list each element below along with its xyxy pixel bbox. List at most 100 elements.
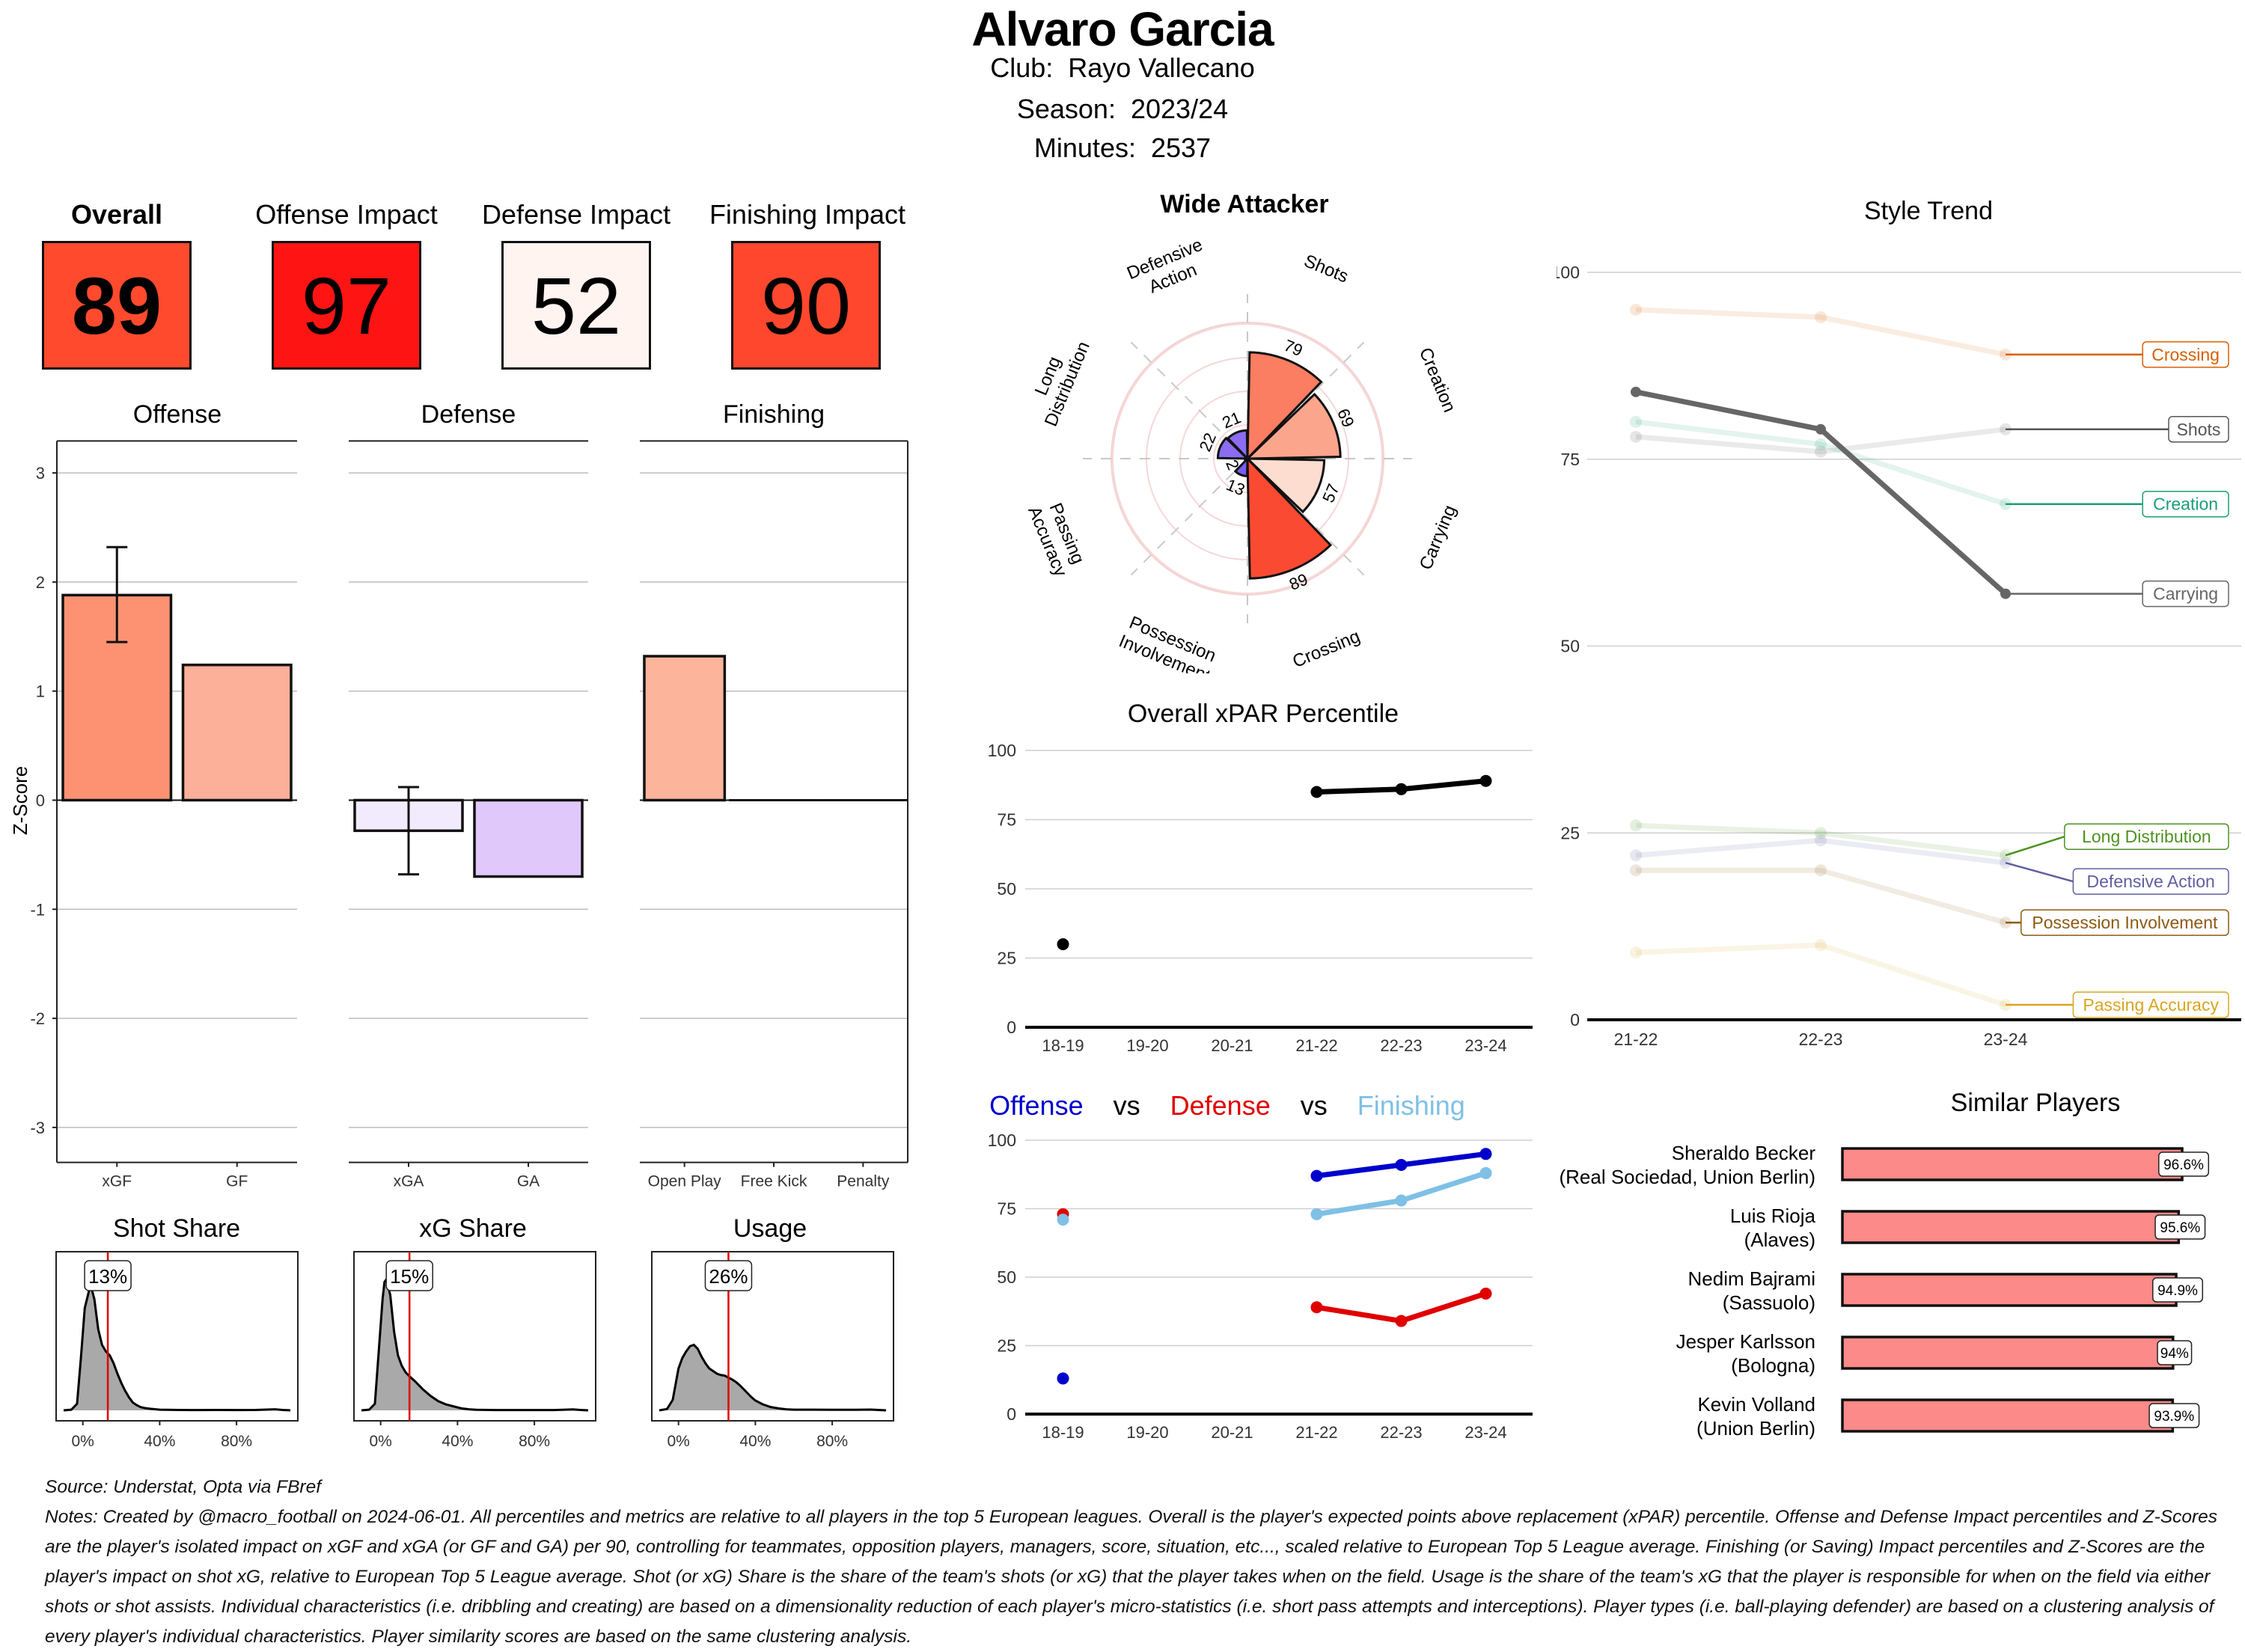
- polar-category-label-line: Shots: [1301, 251, 1351, 287]
- series-line: [1316, 1170, 1487, 1217]
- series-label: Defensive Action: [2087, 872, 2215, 891]
- wide-attacker-polar-chart: Wide Attacker 79Shots69Creation57Carryin…: [1021, 190, 1460, 673]
- footer: Source: Understat, Opta via FBref Notes:…: [45, 1472, 2238, 1652]
- series-finishing: [1057, 1166, 1492, 1226]
- kpi-defense-impact-label: Defense Impact: [481, 199, 671, 230]
- series-possession-involvement: Possession Involvement: [1630, 864, 2229, 936]
- odf-title-defense: Defense: [1170, 1090, 1271, 1121]
- similarity-value-badge: [2152, 1277, 2204, 1303]
- bar-ga: [473, 798, 584, 878]
- polar-spoke: [1130, 458, 1248, 576]
- y-tick-label: 25: [997, 1336, 1016, 1356]
- series-defensive-action: Defensive Action: [1630, 834, 2229, 895]
- kpi-defense-impact-value: 52: [501, 241, 651, 370]
- y-tick-label: 50: [997, 879, 1016, 899]
- odf-title-finishing: Finishing: [1357, 1090, 1465, 1121]
- odf-title-offense: Offense: [989, 1090, 1083, 1121]
- similar-player-club: (Sassuolo): [1723, 1291, 1815, 1314]
- style-trend-title: Style Trend: [1864, 197, 1993, 225]
- series-label: Carrying: [2153, 584, 2218, 604]
- polar-title: Wide Attacker: [1160, 190, 1328, 218]
- series-label-box: [2064, 823, 2229, 850]
- x-tick-label: 19-20: [1126, 1036, 1168, 1055]
- data-point: [1815, 939, 1827, 952]
- x-tick-label: 20-21: [1211, 1036, 1253, 1055]
- panel-border: [651, 1251, 894, 1422]
- data-point: [1630, 430, 1642, 443]
- data-point: [1057, 1372, 1069, 1385]
- kpi-finishing-impact-label: Finishing Impact: [709, 199, 906, 230]
- zscore-panel-offense: 3 2 1 0 -1 -2 -3 xGF GF: [30, 440, 297, 1190]
- y-tick-label: 75: [997, 1199, 1016, 1219]
- club-value: Rayo Vallecano: [1068, 52, 1255, 83]
- y-tick-label: 3: [36, 464, 45, 483]
- y-tick-label: 75: [997, 810, 1016, 830]
- odf-title-vs-1: vs: [1114, 1090, 1140, 1121]
- similarity-bar: [1841, 1210, 2181, 1244]
- polar-value-label: 21: [1220, 408, 1244, 432]
- series-label: Crossing: [2151, 345, 2220, 364]
- data-point: [1815, 310, 1827, 323]
- player-value-badge: [385, 1260, 433, 1291]
- polar-category-label: PossessionInvolvement: [1116, 611, 1221, 673]
- similar-player-row: Jesper Karlsson(Bologna) 94%: [1676, 1330, 2193, 1377]
- polar-category-label: LongDistribution: [1021, 331, 1094, 429]
- polar-wedge-crossing: [1246, 456, 1333, 580]
- y-tick-label: 25: [1560, 823, 1580, 842]
- data-point: [1395, 1158, 1408, 1171]
- club-label: Club:: [990, 52, 1054, 83]
- panel-border: [353, 1251, 596, 1422]
- density-line: [63, 1284, 291, 1412]
- data-point: [1630, 864, 1642, 877]
- x-tick-label: 18-19: [1042, 1423, 1084, 1442]
- series-label-box: [2142, 341, 2229, 368]
- similarity-bar: [1841, 1273, 2178, 1307]
- data-point: [1815, 827, 1827, 839]
- data-point: [1479, 1166, 1492, 1179]
- similar-players-chart: Similar Players Sheraldo Becker(Real Soc…: [1559, 1089, 2210, 1440]
- polar-ring: [1112, 323, 1383, 594]
- xpar-percentile-chart: Overall xPAR Percentile 0 25 50 75 100 18-19 1…: [988, 700, 1533, 1055]
- x-tick-label: 23-24: [1464, 1423, 1506, 1442]
- finishing-panel-title: Finishing: [723, 400, 825, 429]
- data-point: [1815, 834, 1827, 847]
- player-value-label: 13%: [88, 1265, 127, 1288]
- series-label-box: [2142, 580, 2229, 608]
- x-tick-label: xGF: [102, 1173, 132, 1190]
- similarity-bar: [1841, 1147, 2184, 1181]
- density-charts: Shot Share xG Share Usage 13%0% 40% 80%15%…: [55, 1214, 894, 1450]
- x-tick-label: 0%: [667, 1433, 689, 1450]
- series-defense: [1057, 1208, 1492, 1327]
- polar-category-label: DefensiveAction: [1124, 235, 1214, 304]
- x-tick-label: 40%: [144, 1433, 175, 1450]
- data-point: [1631, 386, 1641, 397]
- series-label-box: [2072, 991, 2229, 1018]
- x-tick-label: 80%: [519, 1433, 550, 1450]
- defense-panel-title: Defense: [421, 400, 516, 429]
- series-line: [1635, 837, 2006, 866]
- polar-wedge-defensive-action: [1226, 429, 1249, 462]
- series-label-box: [2020, 909, 2229, 936]
- polar-category-label: Creation: [1415, 345, 1460, 415]
- kpi-finishing-impact-value: 90: [731, 241, 881, 370]
- data-point: [1815, 438, 1827, 450]
- similar-player-club: (Real Sociedad, Union Berlin): [1559, 1166, 1815, 1188]
- x-tick-label: 80%: [816, 1433, 848, 1450]
- data-point: [1395, 1315, 1408, 1327]
- data-point: [1815, 423, 1826, 435]
- offense-defense-finishing-chart: Offense vs Defense vs Finishing 0 25 50 75 1…: [988, 1090, 1533, 1442]
- data-point: [1815, 445, 1827, 458]
- polar-value-label: 22: [1196, 430, 1220, 454]
- series-label: Passing Accuracy: [2083, 995, 2219, 1015]
- series-offense: [1057, 1148, 1492, 1385]
- data-point: [1057, 1214, 1069, 1226]
- series-carrying: Carrying: [1631, 386, 2229, 608]
- polar-category-label: Crossing: [1290, 626, 1363, 672]
- zscore-axis-label: Z-Score: [9, 766, 31, 835]
- zscore-panel-finishing: Open Play Free Kick Penalty: [640, 440, 908, 1190]
- similar-player-name: Kevin Volland: [1697, 1393, 1815, 1416]
- y-tick-label: 25: [997, 949, 1016, 968]
- polar-wedge-carrying: [1244, 457, 1326, 514]
- series-crossing: Crossing: [1630, 303, 2229, 368]
- series-label: Possession Involvement: [2032, 913, 2218, 932]
